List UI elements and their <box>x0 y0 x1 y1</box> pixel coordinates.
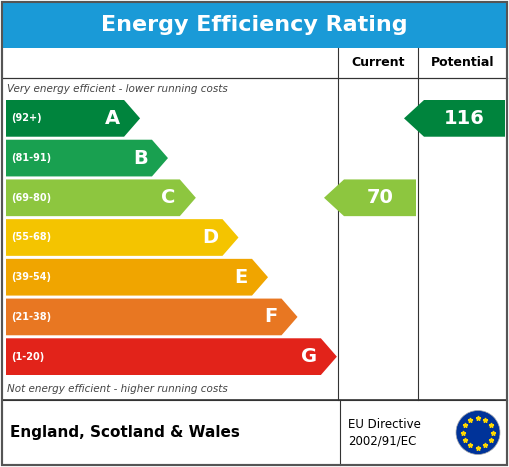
Polygon shape <box>6 179 196 216</box>
Text: Very energy efficient - lower running costs: Very energy efficient - lower running co… <box>7 84 228 94</box>
Text: D: D <box>203 228 218 247</box>
Polygon shape <box>6 100 140 137</box>
Text: Not energy efficient - higher running costs: Not energy efficient - higher running co… <box>7 384 228 394</box>
Text: B: B <box>133 149 148 168</box>
Polygon shape <box>404 100 505 137</box>
Text: F: F <box>264 307 277 326</box>
Text: (69-80): (69-80) <box>11 193 51 203</box>
Text: (21-38): (21-38) <box>11 312 51 322</box>
Text: (1-20): (1-20) <box>11 352 44 361</box>
Polygon shape <box>6 219 239 256</box>
Text: (39-54): (39-54) <box>11 272 51 282</box>
Text: (55-68): (55-68) <box>11 233 51 242</box>
Text: A: A <box>105 109 120 128</box>
Text: Potential: Potential <box>431 57 494 70</box>
Polygon shape <box>6 140 168 177</box>
Polygon shape <box>6 338 337 375</box>
Polygon shape <box>324 179 416 216</box>
Polygon shape <box>6 298 298 335</box>
Text: England, Scotland & Wales: England, Scotland & Wales <box>10 425 240 440</box>
Text: EU Directive
2002/91/EC: EU Directive 2002/91/EC <box>348 417 421 447</box>
Polygon shape <box>6 259 268 296</box>
Text: E: E <box>235 268 248 287</box>
Text: C: C <box>161 188 176 207</box>
Text: Current: Current <box>351 57 405 70</box>
Text: (81-91): (81-91) <box>11 153 51 163</box>
Circle shape <box>456 410 500 454</box>
Text: 70: 70 <box>366 188 393 207</box>
Text: 116: 116 <box>444 109 485 128</box>
Bar <box>2 2 507 48</box>
Text: (92+): (92+) <box>11 113 42 123</box>
Text: Energy Efficiency Rating: Energy Efficiency Rating <box>101 15 408 35</box>
Text: G: G <box>301 347 317 366</box>
